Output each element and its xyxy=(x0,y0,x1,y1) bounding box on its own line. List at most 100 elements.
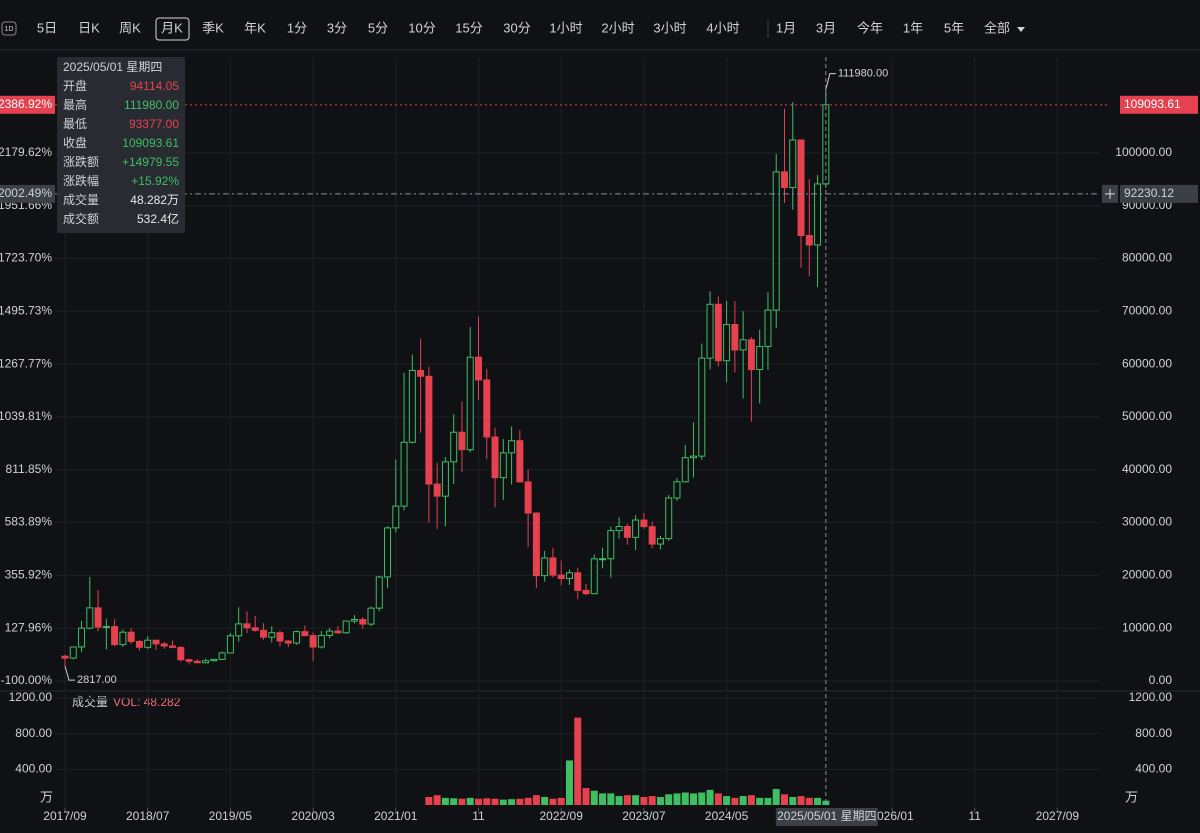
candle-body xyxy=(276,632,284,642)
candle-body xyxy=(160,643,168,647)
crosshair-price: 92230.12 xyxy=(1124,186,1174,200)
tooltip-date: 2025/05/01 星期四 xyxy=(63,60,162,74)
last-price-box xyxy=(1120,95,1198,114)
toolbar-item[interactable]: 10分 xyxy=(408,20,435,35)
candle-body xyxy=(483,379,491,438)
candle-body xyxy=(524,481,532,514)
toolbar-item[interactable]: 5年 xyxy=(944,20,964,35)
active-tab-box[interactable] xyxy=(155,17,190,41)
tooltip-row-label: 成交量 xyxy=(63,192,99,207)
y2-tick-label: 1039.81% xyxy=(0,409,52,423)
candle-body xyxy=(797,139,805,237)
candle-body xyxy=(135,640,143,648)
toolbar-item[interactable]: 全部 xyxy=(984,20,1010,35)
candle-body xyxy=(334,630,342,634)
volume-bar xyxy=(450,798,458,805)
tooltip-box xyxy=(57,57,185,233)
toolbar-item[interactable]: 4小时 xyxy=(706,20,739,35)
y2-tick-label: 1267.77% xyxy=(0,356,52,370)
volume-bar xyxy=(772,788,780,805)
candle-body xyxy=(714,303,722,362)
candle-body xyxy=(94,607,102,628)
toolbar-item[interactable]: 3月 xyxy=(816,20,836,35)
toolbar-item[interactable]: 5日 xyxy=(37,20,57,35)
candle-body xyxy=(532,512,540,577)
candle-body xyxy=(590,558,598,595)
volume-bar xyxy=(673,793,681,805)
volume-bar xyxy=(797,796,805,805)
y-tick-label: 50000.00 xyxy=(1122,409,1172,423)
candle-body xyxy=(326,630,334,636)
volume-bar xyxy=(483,798,491,805)
volume-bar xyxy=(731,797,739,805)
candle-body xyxy=(805,235,813,246)
candle-body xyxy=(78,627,86,648)
y-tick-label: 0.00 xyxy=(1149,673,1173,687)
crosshair-add-icon[interactable] xyxy=(1105,188,1115,199)
candle-body xyxy=(656,538,664,545)
y-tick-label: 40000.00 xyxy=(1122,462,1172,476)
candle-body xyxy=(268,632,276,638)
candle-body xyxy=(193,660,201,664)
tooltip-row-value: 109093.61 xyxy=(122,136,179,150)
candle-body xyxy=(690,455,698,459)
volume-bar xyxy=(524,797,532,805)
candle-body xyxy=(723,324,731,362)
candle-body xyxy=(780,171,788,189)
volume-bar xyxy=(665,794,673,805)
toolbar-item[interactable]: 30分 xyxy=(503,20,530,35)
toolbar-item[interactable]: 1年 xyxy=(903,20,923,35)
x-tick-label: 11 xyxy=(472,809,485,823)
toolbar-item[interactable]: 2小时 xyxy=(601,20,634,35)
toolbar-badge[interactable]: 1D xyxy=(5,26,14,33)
volume-bar xyxy=(499,799,507,805)
volume-label: VOL: 48.282 xyxy=(113,695,181,709)
toolbar-item[interactable]: 5分 xyxy=(368,20,388,35)
crosshair-percent-box xyxy=(0,184,55,203)
volume-tick-label: 800.00 xyxy=(1135,726,1172,740)
y2-tick-label: 811.85% xyxy=(6,462,53,476)
candle-body xyxy=(111,626,119,646)
volume-title: 成交量 xyxy=(72,694,108,709)
candle-body xyxy=(433,483,441,497)
volume-bar xyxy=(565,760,573,805)
candle-body xyxy=(441,461,449,497)
candle-body xyxy=(549,557,557,576)
toolbar-item[interactable]: 周K xyxy=(119,20,141,35)
toolbar-item[interactable]: 1分 xyxy=(287,20,307,35)
toolbar-item[interactable]: 年K xyxy=(244,20,266,35)
volume-bar xyxy=(425,796,433,805)
candle-body xyxy=(789,139,797,189)
toolbar-item[interactable]: 3小时 xyxy=(653,20,686,35)
candle-body xyxy=(309,635,317,648)
candle-body xyxy=(565,572,573,579)
tooltip-row-label: 最高 xyxy=(63,97,87,112)
toolbar-item[interactable]: 日K xyxy=(78,20,100,35)
toolbar-item[interactable]: 1月 xyxy=(776,20,796,35)
candle-body xyxy=(169,645,177,648)
dropdown-arrow[interactable] xyxy=(1017,27,1025,32)
x-tick-label: 2018/07 xyxy=(126,809,170,823)
toolbar-item[interactable]: 3分 xyxy=(327,20,347,35)
badge-box xyxy=(1,21,17,36)
candle-body xyxy=(293,631,301,644)
toolbar-item[interactable]: 15分 xyxy=(455,20,482,35)
toolbar-item[interactable]: 今年 xyxy=(857,20,883,35)
volume-bar xyxy=(475,798,482,805)
candle-body xyxy=(665,497,673,540)
volume-bar xyxy=(590,790,598,805)
toolbar-item[interactable]: 1小时 xyxy=(549,20,582,35)
volume-tick-label-left: 1200.00 xyxy=(9,690,53,704)
candle-body xyxy=(648,526,656,545)
candle-body xyxy=(623,526,631,538)
y-tick-label: 30000.00 xyxy=(1122,515,1172,529)
candle-body xyxy=(367,607,375,625)
toolbar-item[interactable]: 月K xyxy=(161,20,183,35)
candle-body xyxy=(615,526,623,532)
volume-bar xyxy=(756,797,764,805)
candle-body xyxy=(243,623,251,629)
candle-body xyxy=(210,658,218,662)
crosshair-date-box xyxy=(775,808,878,826)
toolbar-item[interactable]: 季K xyxy=(202,20,224,35)
